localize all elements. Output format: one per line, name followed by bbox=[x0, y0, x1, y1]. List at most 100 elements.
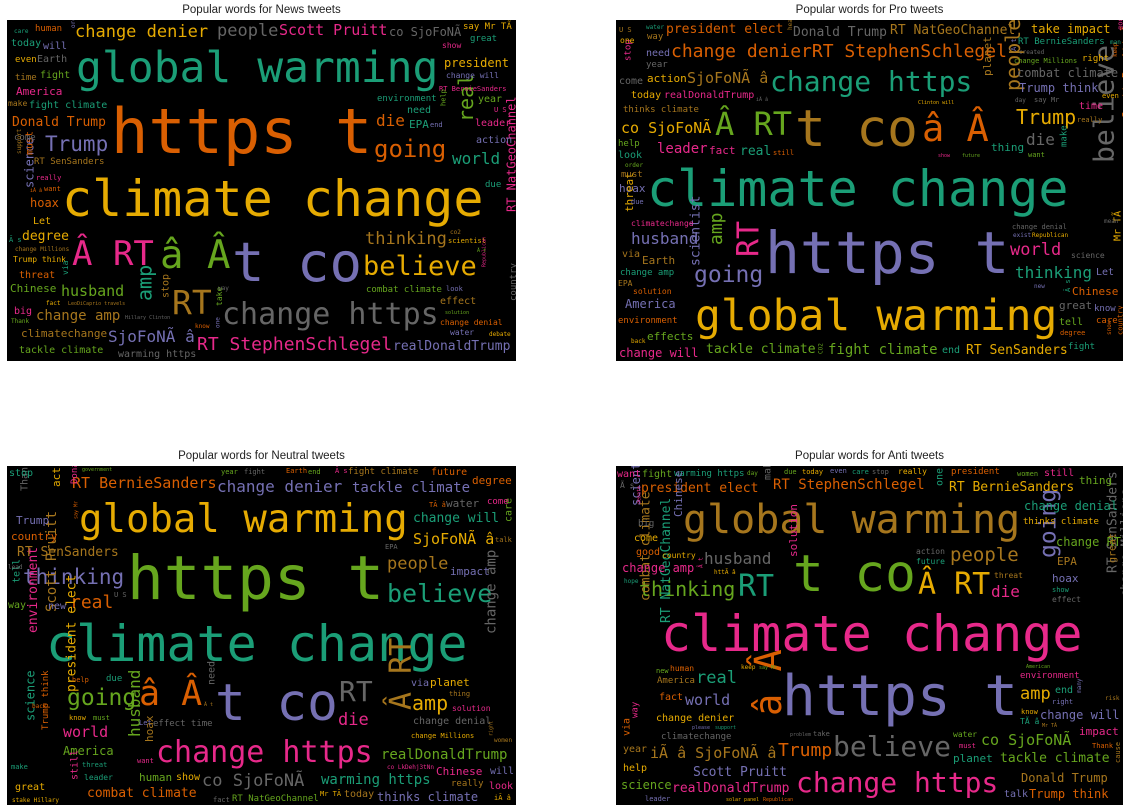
panel-title: Popular words for Anti tweets bbox=[795, 450, 944, 462]
wordcloud-word: change denier bbox=[217, 477, 343, 496]
wordcloud-word: planet bbox=[430, 676, 470, 689]
wordcloud-word: look bbox=[489, 781, 513, 792]
wordcloud-word: even bbox=[1102, 92, 1119, 100]
wordcloud-word: Â RT bbox=[383, 638, 419, 710]
wordcloud-word: Ã s bbox=[9, 235, 22, 244]
wordcloud-word: change amp bbox=[36, 308, 120, 324]
wordcloud-word: co LkDehj3tNn bbox=[387, 764, 434, 771]
wordcloud-word: Republican bbox=[482, 237, 488, 267]
wordcloud-word: co SjoFoNÃ bbox=[621, 118, 711, 137]
wordcloud-word: degree bbox=[1060, 329, 1085, 337]
wordcloud-word: risk bbox=[1105, 695, 1120, 702]
wordcloud-word: change amp bbox=[620, 268, 674, 278]
wordcloud-word: tackle climate bbox=[1000, 751, 1110, 766]
wordcloud-word: America bbox=[625, 297, 676, 311]
wordcloud-word: change denierRT StephenSchlegel bbox=[671, 41, 1007, 62]
wordcloud-word: climatechange bbox=[21, 327, 107, 340]
wordcloud-word: change https bbox=[222, 297, 439, 332]
wordcloud-word: via bbox=[411, 678, 429, 689]
wordcloud-word: U S bbox=[494, 106, 507, 114]
wordcloud-word: change https bbox=[156, 735, 373, 770]
wordcloud-word: RT SenSanders Earth bbox=[1105, 466, 1120, 573]
wordcloud-word: die bbox=[991, 582, 1020, 601]
wordcloud-word: will bbox=[490, 766, 514, 777]
wordcloud-word: RT SenSanders bbox=[966, 343, 1068, 358]
wordcloud-word: environment bbox=[618, 316, 678, 326]
wordcloud-word: world bbox=[452, 149, 500, 168]
wordcloud-word: stop bbox=[623, 39, 633, 61]
wordcloud-word: water bbox=[953, 730, 977, 739]
wordcloud-word: RT BernieSanders bbox=[949, 480, 1074, 495]
wordcloud-word: U S bbox=[114, 591, 127, 599]
wordcloud-word: â Â bbox=[139, 672, 202, 714]
wordcloud-word: global warming bbox=[76, 43, 438, 93]
wordcloud-word: say Mr TÃ bbox=[463, 21, 512, 32]
wordcloud-word: water bbox=[446, 497, 479, 510]
wordcloud-word: care bbox=[14, 28, 29, 35]
wordcloud-word: thinks climate bbox=[623, 105, 699, 115]
wordcloud-word: Scott Pruitt bbox=[44, 511, 60, 612]
wordcloud-word: t co bbox=[793, 545, 916, 604]
wordcloud-word: going bbox=[694, 262, 763, 288]
wordcloud-word: RT bbox=[172, 283, 212, 322]
wordcloud-word: scientist bbox=[629, 466, 643, 506]
wordcloud-word: realDonaldTrump bbox=[381, 747, 507, 763]
wordcloud-word: world bbox=[63, 723, 108, 741]
wordcloud-word: RT BernieSanders bbox=[1018, 37, 1105, 47]
wordcloud-word: SjoFoNÃ â bbox=[108, 327, 195, 346]
wordcloud-word: fact bbox=[659, 692, 683, 703]
wordcloud-word: say Mr bbox=[759, 665, 777, 671]
wordcloud-word: future bbox=[431, 467, 467, 478]
wordcloud-word: thinking bbox=[23, 565, 124, 589]
wordcloud-word: amp bbox=[706, 212, 727, 245]
wordcloud-word: change Millions bbox=[15, 246, 70, 253]
wordcloud-word: iÃ â bbox=[494, 793, 511, 802]
wordcloud-word: climate change bbox=[62, 170, 483, 228]
wordcloud-word: must bbox=[959, 742, 976, 750]
wordcloud-word: want bbox=[1028, 151, 1045, 159]
wordcloud-word: show bbox=[176, 772, 201, 783]
wordcloud-word: realDonaldTrump bbox=[672, 781, 790, 796]
wordcloud-word: new bbox=[656, 667, 669, 675]
wordcloud-word: die bbox=[376, 111, 405, 130]
wordcloud-word: tackle climate bbox=[19, 345, 103, 356]
wordcloud-word: believe bbox=[363, 251, 477, 282]
wordcloud-word: fight climate bbox=[348, 467, 418, 477]
wordcloud-word: iÃ â bbox=[30, 187, 42, 194]
wordcloud-word: warming https bbox=[674, 469, 744, 479]
wordcloud-word: thing bbox=[449, 690, 470, 698]
wordcloud-canvas: climate change https t t co global warming â… bbox=[616, 466, 1123, 805]
wordcloud-word: co2 bbox=[450, 229, 461, 236]
wordcloud-word: real bbox=[70, 592, 113, 613]
wordcloud-word: Republican bbox=[763, 797, 793, 803]
wordcloud-word: Trump bbox=[45, 132, 108, 156]
wordcloud-word: take bbox=[813, 730, 830, 738]
wordcloud-word: mean bbox=[1104, 218, 1119, 225]
wordcloud-word: amp bbox=[132, 265, 156, 301]
wordcloud-word: new bbox=[48, 601, 67, 612]
wordcloud-word: great bbox=[1108, 533, 1119, 563]
wordcloud-word: Trump bbox=[778, 740, 832, 761]
wordcloud-word: husband bbox=[704, 549, 771, 568]
wordcloud-word: know bbox=[195, 323, 210, 330]
wordcloud-word: LeoDiCaprio travels bbox=[68, 301, 125, 307]
wordcloud-word: realDonaldTrump bbox=[664, 90, 754, 101]
wordcloud-word: support bbox=[715, 725, 736, 731]
wordcloud-word: Trump think bbox=[13, 255, 66, 264]
wordcloud-word: change denial bbox=[413, 716, 491, 727]
wordcloud-word: Scott Pruitt bbox=[279, 21, 387, 39]
wordcloud-word: â Â bbox=[922, 106, 989, 150]
wordcloud-word: combat climate bbox=[638, 491, 653, 601]
wordcloud-word: climate change bbox=[647, 160, 1068, 218]
wordcloud-word: effects bbox=[647, 330, 693, 343]
wordcloud-word: RT NatGeoChannel bbox=[659, 498, 674, 623]
wordcloud-word: science bbox=[621, 778, 672, 792]
wordcloud-word: want bbox=[137, 757, 154, 765]
wordcloud-word: please bbox=[692, 725, 710, 731]
wordcloud-word: Ã s bbox=[335, 466, 348, 475]
wordcloud-word: effect bbox=[1052, 595, 1081, 604]
wordcloud-word: scientist bbox=[448, 237, 486, 245]
wordcloud-word: Clinton will bbox=[918, 100, 954, 106]
wordcloud-word: right bbox=[488, 721, 494, 736]
